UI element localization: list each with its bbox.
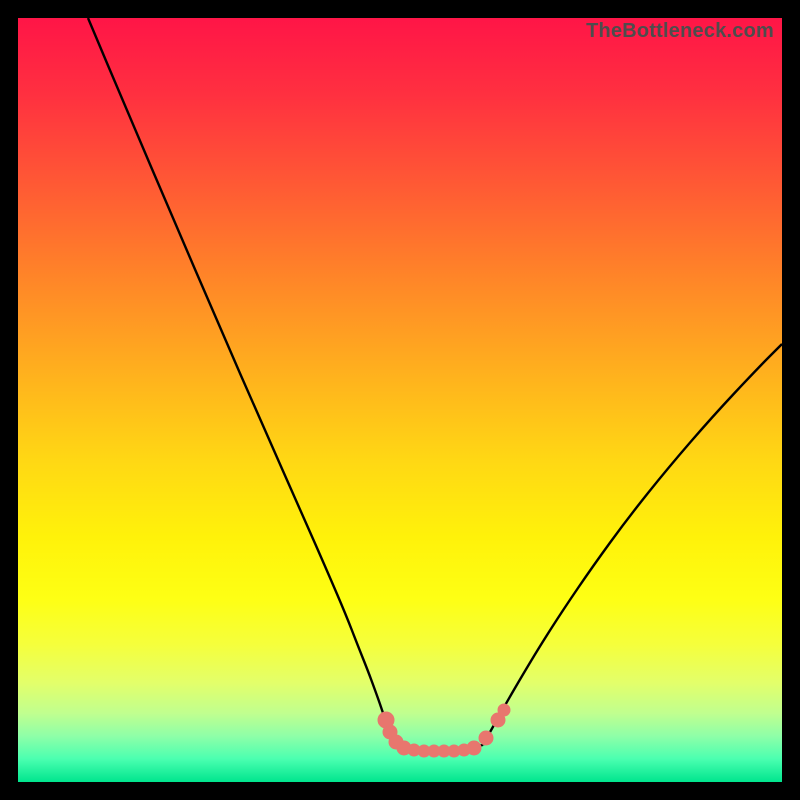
- curve-right-branch: [483, 344, 782, 745]
- marker-dot: [479, 731, 493, 745]
- curve-left-branch: [88, 18, 398, 745]
- bottleneck-curve: [18, 18, 782, 782]
- chart-frame: TheBottleneck.com: [0, 0, 800, 800]
- plot-area: TheBottleneck.com: [18, 18, 782, 782]
- marker-dot: [498, 704, 510, 716]
- marker-dot: [467, 741, 481, 755]
